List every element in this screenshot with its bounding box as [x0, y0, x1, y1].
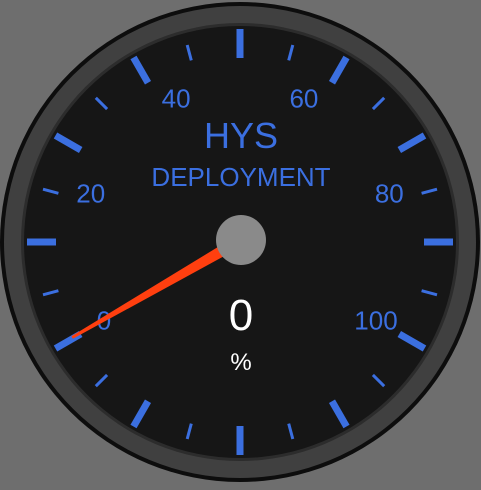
- minor-tick: [371, 96, 386, 111]
- gauge-scale-labels: 020406080100: [76, 84, 404, 336]
- minor-tick: [94, 96, 109, 111]
- scale-label-100: 100: [354, 306, 397, 336]
- major-tick: [53, 132, 83, 154]
- gauge-value-readout: 0: [229, 291, 253, 340]
- gauge-needle: [71, 234, 245, 339]
- minor-tick: [371, 373, 386, 388]
- scale-label-80: 80: [375, 179, 404, 209]
- major-tick: [130, 399, 152, 429]
- major-tick: [397, 330, 427, 352]
- minor-tick: [287, 423, 295, 440]
- gauge-title: HYS: [204, 115, 278, 156]
- minor-tick: [421, 187, 438, 195]
- major-tick: [130, 55, 152, 85]
- scale-label-20: 20: [76, 179, 105, 209]
- gauge-needle-pivot: [216, 215, 266, 265]
- scale-label-40: 40: [162, 84, 191, 114]
- needle-pointer: [71, 234, 245, 339]
- major-tick: [397, 132, 427, 154]
- minor-tick: [287, 44, 295, 61]
- minor-tick: [421, 289, 438, 297]
- gauge-unit: %: [230, 349, 251, 376]
- minor-tick: [42, 289, 59, 297]
- minor-tick: [185, 44, 193, 61]
- minor-tick: [185, 423, 193, 440]
- gauge-subtitle: DEPLOYMENT: [151, 162, 330, 192]
- major-tick: [328, 399, 350, 429]
- major-tick: [328, 55, 350, 85]
- scale-label-60: 60: [289, 84, 318, 114]
- minor-tick: [94, 373, 109, 388]
- minor-tick: [42, 187, 59, 195]
